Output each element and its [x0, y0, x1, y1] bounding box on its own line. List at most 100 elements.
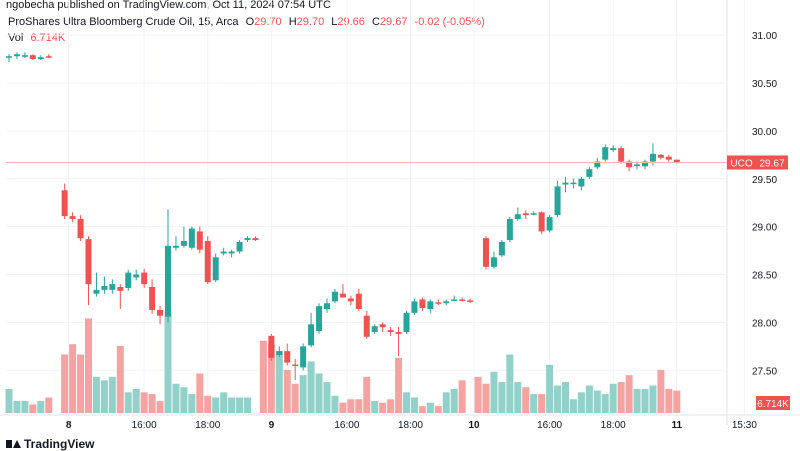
candle-body	[37, 57, 44, 60]
volume-bar	[522, 387, 530, 413]
candle	[379, 322, 386, 332]
volume-bar	[410, 397, 418, 413]
volume-bar	[506, 354, 514, 413]
candle	[435, 299, 442, 306]
candle-body	[673, 159, 680, 163]
candle	[657, 153, 664, 160]
candle	[665, 154, 672, 162]
time-tick-label: 18:00	[601, 420, 626, 431]
volume-bar	[498, 382, 506, 413]
candle-body	[363, 315, 370, 337]
candle-body	[665, 156, 672, 160]
volume-bar	[585, 385, 593, 413]
candle	[347, 295, 354, 306]
volume-bar	[593, 390, 601, 413]
candle	[284, 343, 291, 366]
volume-bar	[562, 382, 569, 413]
volume-bar	[339, 402, 347, 413]
candle	[618, 146, 625, 164]
candle-body	[387, 330, 394, 332]
volume-bar	[37, 400, 45, 413]
volume-bar	[116, 345, 124, 413]
candle	[363, 310, 370, 339]
volume-bar	[347, 399, 355, 413]
volume-bar	[418, 406, 426, 413]
candle	[459, 297, 466, 302]
volume-bar	[355, 399, 363, 413]
price-tick-label: 30.50	[752, 79, 777, 90]
candle	[602, 144, 609, 162]
time-axis[interactable]: 8 16:00 18:00 9 16:00 18:00 10 16:00 18:00 11 15:3…	[66, 420, 757, 431]
candle-body	[546, 217, 553, 231]
candle	[276, 346, 283, 357]
volume-bar	[657, 370, 665, 413]
last-volume-tag	[756, 396, 790, 410]
candle	[498, 240, 505, 258]
volume-bar	[315, 373, 323, 413]
candle-body	[395, 331, 402, 334]
legend-title: ProShares Ultra Bloomberg Crude Oil, 15,…	[8, 16, 239, 28]
candle	[6, 54, 12, 62]
volume-bar	[299, 375, 307, 413]
candle	[141, 268, 148, 288]
candle-body	[443, 301, 450, 304]
volume-bar	[92, 376, 100, 413]
candle-body	[562, 182, 569, 185]
volume-bar	[21, 400, 29, 413]
candle	[546, 215, 553, 233]
candle-body	[61, 190, 68, 217]
candle	[642, 159, 648, 170]
last-price-tag-text: 29.67	[759, 159, 784, 170]
candle-body	[109, 284, 116, 290]
candle	[308, 312, 315, 348]
candle	[554, 180, 561, 218]
volume-bar	[458, 380, 466, 413]
volume-bar	[490, 371, 498, 413]
candle	[149, 279, 156, 314]
candle	[538, 211, 545, 235]
candle-body	[308, 324, 315, 346]
candle	[490, 251, 497, 269]
volume-bar	[124, 392, 132, 413]
candle	[371, 324, 378, 334]
volume-bar	[363, 376, 371, 413]
volume-bar	[283, 370, 291, 413]
candle-body	[172, 245, 179, 248]
candle-body	[642, 161, 648, 167]
candle-body	[347, 298, 354, 302]
candle-body	[300, 346, 307, 368]
candle-body	[324, 303, 330, 310]
candle-body	[212, 257, 219, 281]
candle	[157, 306, 164, 325]
volume-bar	[180, 387, 188, 413]
time-tick-label: 18:00	[195, 420, 220, 431]
candle	[443, 299, 450, 306]
volume-bar	[5, 388, 13, 413]
candle-body	[157, 309, 164, 316]
candle	[506, 217, 513, 242]
candle	[180, 226, 187, 248]
time-tick-label: 10	[469, 420, 481, 431]
candle	[165, 209, 171, 323]
price-axis[interactable]: 27.50 28.00 28.50 29.00 29.50 30.00 30.50 31.00…	[727, 31, 790, 410]
candle	[411, 298, 418, 315]
volume-bar	[13, 400, 21, 413]
candle	[125, 269, 132, 291]
volume-bar	[45, 397, 53, 413]
volume-bar	[259, 340, 267, 413]
candle-body	[403, 312, 410, 332]
volume-bar	[164, 311, 172, 413]
publisher-line: ngobecha published on TradingView.com, O…	[6, 0, 331, 11]
candle-body	[93, 289, 100, 294]
legend-ohlc-row: ProShares Ultra Bloomberg Crude Oil, 15,…	[8, 14, 485, 30]
candle-body	[284, 351, 291, 363]
candle-body	[101, 286, 108, 290]
price-tick-label: 27.50	[752, 366, 777, 377]
symbol-tag-text: UCO	[730, 159, 752, 170]
candle	[514, 207, 521, 221]
candle-body	[125, 272, 132, 288]
candle-body	[188, 228, 195, 248]
candle-body	[514, 214, 521, 219]
volume-bar	[228, 397, 236, 413]
